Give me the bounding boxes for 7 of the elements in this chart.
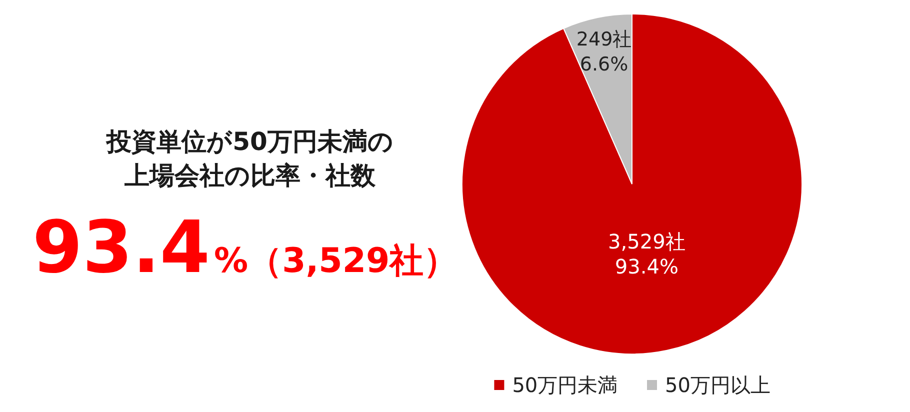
legend-label: 50万円未満 bbox=[512, 373, 618, 397]
pie-slice bbox=[462, 14, 802, 354]
text: 93.4%（3,529社） bbox=[32, 205, 458, 289]
data-label: 249社 6.6% bbox=[576, 28, 632, 76]
legend-label: 50万円以上 bbox=[665, 373, 770, 397]
data-label: 3,529社 93.4% bbox=[608, 229, 686, 278]
text: 投資単位が50万円未満の上場会社の比率・社数 bbox=[106, 127, 394, 190]
